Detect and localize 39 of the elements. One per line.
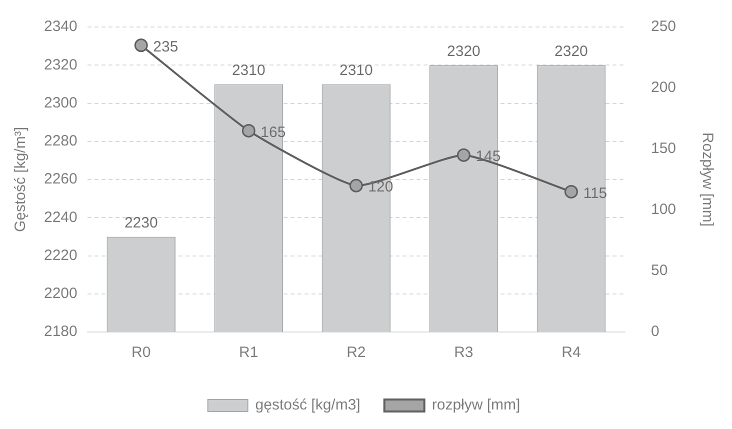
y-tick-label: 2260 bbox=[44, 170, 78, 188]
x-tick-label: R1 bbox=[239, 344, 258, 362]
point bbox=[242, 124, 256, 138]
point bbox=[134, 38, 148, 52]
x-tick-label: R4 bbox=[562, 344, 581, 362]
y2-tick-label: 250 bbox=[650, 18, 676, 36]
y2-tick-label: 100 bbox=[650, 201, 676, 218]
data-label: 2320 bbox=[554, 42, 588, 60]
y-axis-title: Gęstość [kg/m³] bbox=[12, 126, 30, 232]
y-tick-label: 2280 bbox=[44, 132, 78, 150]
x-tick-label: R3 bbox=[454, 344, 474, 362]
data-label: 2310 bbox=[232, 62, 266, 79]
y-tick-label: 2300 bbox=[44, 94, 78, 112]
data-label: 145 bbox=[476, 148, 501, 166]
data-label: 115 bbox=[583, 184, 608, 202]
data-label: 2230 bbox=[124, 214, 158, 232]
legend-label: rozpływ [mm] bbox=[432, 396, 520, 414]
y2-tick-label: 200 bbox=[650, 79, 676, 96]
y2-tick-label: 0 bbox=[650, 323, 660, 340]
y-tick-label: 2180 bbox=[44, 323, 78, 340]
y-tick-label: 2340 bbox=[44, 18, 78, 36]
point bbox=[564, 184, 578, 198]
x-tick-label: R2 bbox=[346, 344, 366, 362]
point bbox=[456, 148, 470, 162]
data-label: 2310 bbox=[339, 62, 373, 79]
data-label: 165 bbox=[260, 124, 286, 141]
y2-axis-title: Rozpływ [mm] bbox=[698, 132, 716, 227]
y-tick-label: 2220 bbox=[44, 246, 78, 264]
y2-tick-label: 50 bbox=[650, 262, 668, 280]
data-label: 235 bbox=[153, 38, 178, 56]
data-label: 120 bbox=[368, 178, 394, 196]
y-tick-label: 2240 bbox=[44, 208, 78, 226]
y-tick-label: 2200 bbox=[44, 285, 78, 302]
y-tick-label: 2320 bbox=[44, 56, 78, 74]
legend-label: gęstość [kg/m3] bbox=[255, 396, 360, 414]
x-tick-label: R0 bbox=[132, 344, 151, 362]
point bbox=[349, 178, 363, 192]
data-label: 2320 bbox=[447, 42, 480, 60]
y2-tick-label: 150 bbox=[650, 140, 676, 158]
